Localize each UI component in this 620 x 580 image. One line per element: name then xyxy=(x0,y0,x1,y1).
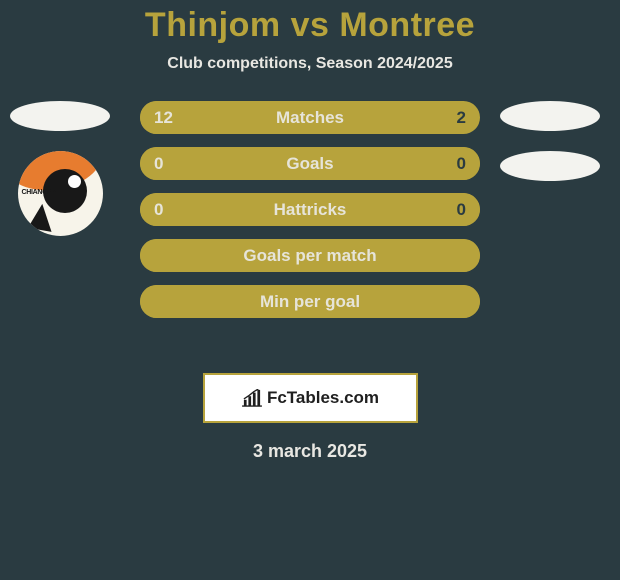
stat-bar: Min per goal xyxy=(140,285,480,318)
stat-label: Goals xyxy=(140,154,480,174)
subtitle: Club competitions, Season 2024/2025 xyxy=(0,55,620,73)
footer-date: 3 march 2025 xyxy=(0,441,620,462)
stat-bar: 00Goals xyxy=(140,147,480,180)
title-player-right: Montree xyxy=(339,6,475,44)
title-vs: vs xyxy=(281,6,340,44)
stat-bar: 122Matches xyxy=(140,101,480,134)
stat-bar: 00Hattricks xyxy=(140,193,480,226)
player-photo-placeholder-left xyxy=(10,101,110,131)
stat-label: Goals per match xyxy=(140,246,480,266)
club-logo-left: CHIANGRAI xyxy=(18,151,103,236)
brand-box: FcTables.com xyxy=(203,373,418,423)
stat-bars: 122Matches 00Goals 00Hattricks Goals per ma… xyxy=(140,101,480,318)
logo-ball-highlight xyxy=(68,175,81,188)
stat-label: Min per goal xyxy=(140,292,480,312)
player-photo-placeholder-right-1 xyxy=(500,101,600,131)
logo-triangle xyxy=(27,202,55,232)
stat-label: Hattricks xyxy=(140,200,480,220)
stats-area: CHIANGRAI 122Matches 00Goals 00Hattricks Go… xyxy=(0,101,620,361)
right-player-column xyxy=(500,101,600,201)
brand-text: FcTables.com xyxy=(267,388,379,408)
logo-text: CHIANGRAI xyxy=(22,189,59,196)
title-player-left: Thinjom xyxy=(145,6,281,44)
bar-chart-icon xyxy=(241,389,263,407)
page-title: Thinjom vs Montree xyxy=(0,0,620,45)
player-photo-placeholder-right-2 xyxy=(500,151,600,181)
stat-label: Matches xyxy=(140,108,480,128)
stat-bar: Goals per match xyxy=(140,239,480,272)
left-player-column: CHIANGRAI xyxy=(10,101,110,236)
comparison-card: Thinjom vs Montree Club competitions, Se… xyxy=(0,0,620,580)
